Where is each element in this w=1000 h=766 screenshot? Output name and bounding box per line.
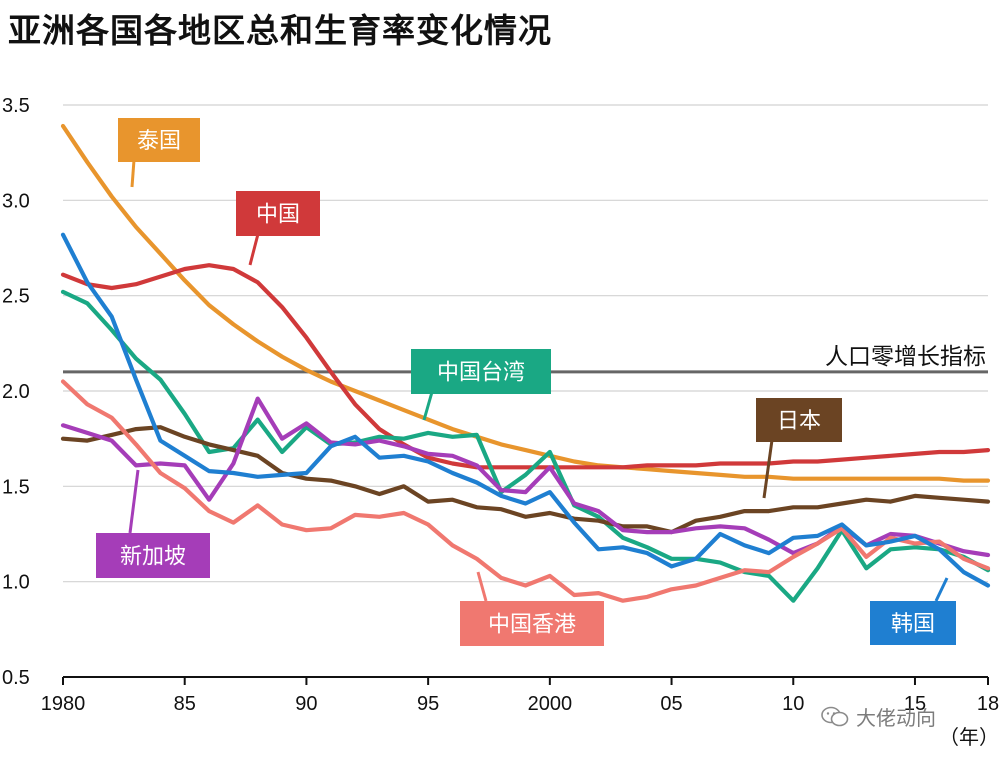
- y-tick-label: 2.0: [2, 381, 30, 403]
- series-line: [60, 263, 991, 470]
- label-pointer: [762, 439, 774, 499]
- y-tick-label: 0.5: [2, 667, 30, 689]
- wechat-icon: [821, 706, 849, 726]
- y-tick-label: 3.5: [2, 95, 30, 117]
- series-line: [60, 289, 991, 603]
- series-label: 日本: [756, 398, 842, 499]
- label-box: [411, 349, 551, 394]
- label-box: [460, 601, 604, 646]
- reference-line-label: 人口零增长指标: [825, 344, 986, 370]
- y-tick-label: 1.5: [2, 476, 30, 498]
- watermark: 大佬动向: [820, 702, 936, 731]
- series-label: 新加坡: [96, 469, 210, 578]
- series-layer: [60, 123, 991, 603]
- x-tick-label: 90: [295, 693, 317, 715]
- series-line: [60, 379, 991, 603]
- label-pointer: [934, 577, 949, 602]
- label-pointer: [248, 233, 260, 266]
- series-label: 泰国: [118, 118, 200, 188]
- x-tick-label: 95: [417, 693, 439, 715]
- series-label: 韩国: [870, 577, 956, 645]
- label-box: [870, 601, 956, 645]
- x-tick-label: 2000: [528, 693, 573, 715]
- series-label: 中国台湾: [411, 349, 551, 421]
- x-tick-label: 1980: [41, 693, 86, 715]
- y-tick-label: 3.0: [2, 190, 30, 212]
- y-tick-label: 2.5: [2, 286, 30, 308]
- series-line: [60, 425, 991, 535]
- series-label-text: 新加坡: [120, 545, 186, 570]
- label-box: [756, 398, 842, 442]
- series-label-text: 日本: [777, 409, 821, 434]
- x-unit-label: （年）: [939, 726, 999, 749]
- label-pointer: [130, 159, 136, 188]
- x-tick-label: 15: [904, 693, 926, 715]
- label-pointer: [476, 571, 488, 602]
- series-line: [60, 123, 991, 483]
- label-box: [118, 118, 200, 162]
- x-tick-label: 18: [977, 693, 999, 715]
- x-tick-label: 10: [782, 693, 804, 715]
- label-box: [236, 191, 320, 236]
- label-box: [96, 533, 210, 578]
- series-label-text: 泰国: [137, 129, 181, 154]
- chart-title: 亚洲各国各地区总和生育率变化情况: [8, 11, 552, 50]
- series-line: [60, 232, 991, 588]
- x-tick-label: 05: [660, 693, 682, 715]
- series-label-text: 韩国: [891, 612, 935, 637]
- y-tick-label: 1.0: [2, 572, 30, 594]
- label-pointer: [128, 469, 140, 534]
- watermark-text: 大佬动向: [856, 706, 936, 730]
- series-label: 中国香港: [460, 571, 604, 646]
- series-label-text: 中国台湾: [437, 361, 525, 386]
- series-label-text: 中国: [256, 203, 300, 228]
- series-label: 中国: [236, 191, 320, 266]
- series-label-text: 中国香港: [488, 613, 576, 638]
- axis-layer: 0.5 1.0 1.5 2.0 2.5 3.0 3.5 1980 85 90 95 2000 05 10 1…: [2, 95, 999, 749]
- label-pointer: [422, 391, 434, 421]
- x-tick-label: 85: [174, 693, 196, 715]
